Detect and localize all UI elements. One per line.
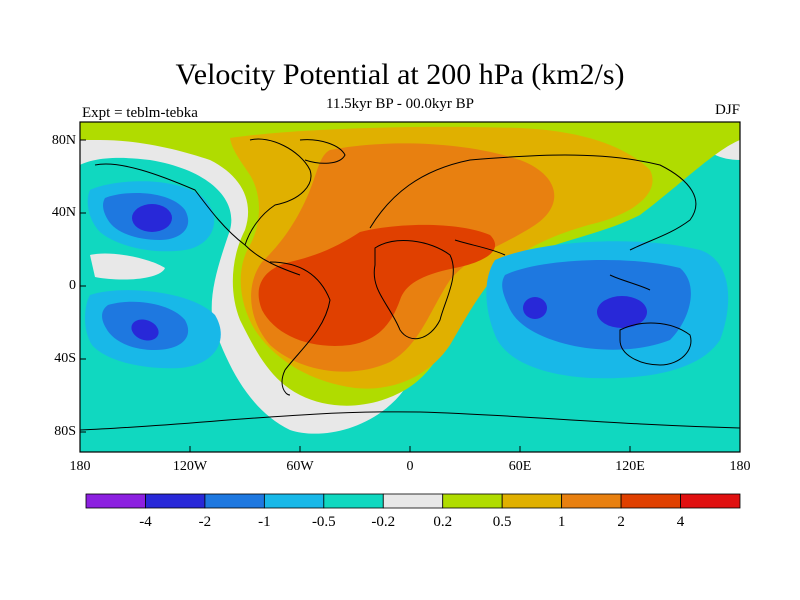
colorbar-swatch (680, 493, 741, 509)
colorbar-swatch (204, 493, 265, 509)
colorbar-swatch (85, 493, 146, 509)
colorbar-label: 1 (557, 514, 566, 530)
colorbar-label: -0.2 (371, 514, 396, 530)
colorbar-swatch (382, 493, 444, 509)
colorbar-label: -0.5 (311, 514, 336, 530)
lon-label-120e: 120E (615, 459, 645, 474)
colorbar (85, 493, 741, 509)
colorbar-swatch (620, 493, 681, 509)
lon-label-180w: 180 (69, 459, 91, 474)
colorbar-label: 4 (676, 514, 685, 530)
lat-label-80n: 80N (51, 133, 76, 148)
lon-label-120w: 120W (172, 459, 208, 474)
colorbar-label: -4 (139, 514, 152, 530)
lat-label-0: 0 (69, 278, 76, 293)
colorbar-swatch (145, 493, 206, 509)
contour-field (80, 122, 740, 452)
lat-label-40s: 40S (54, 351, 76, 366)
colorbar-label: -1 (258, 514, 271, 530)
experiment-label: Expt = teblm-tebka (82, 105, 198, 121)
colorbar-label: 2 (617, 514, 625, 530)
lat-label-80s: 80S (54, 424, 76, 439)
lon-label-60e: 60E (508, 459, 532, 474)
colorbar-label: 0.5 (492, 514, 512, 530)
colorbar-label: -2 (198, 514, 212, 530)
lat-label-40n: 40N (51, 205, 76, 220)
colorbar-swatch (323, 493, 384, 509)
colorbar-label: 0.2 (433, 514, 453, 530)
axis-ticks (79, 139, 741, 452)
colorbar-swatch (263, 493, 325, 509)
season-label: DJF (714, 102, 740, 118)
colorbar-swatch (501, 493, 563, 509)
chart-title: Velocity Potential at 200 hPa (km2/s) (175, 58, 625, 91)
coastlines (80, 138, 740, 431)
colorbar-swatch (442, 493, 503, 509)
colorbar-swatch (561, 493, 622, 509)
lon-label-0: 0 (406, 459, 414, 474)
chart-subtitle: 11.5kyr BP - 00.0kyr BP (325, 96, 475, 112)
lon-label-180e: 180 (729, 459, 751, 474)
lon-label-60w: 60W (286, 459, 314, 474)
